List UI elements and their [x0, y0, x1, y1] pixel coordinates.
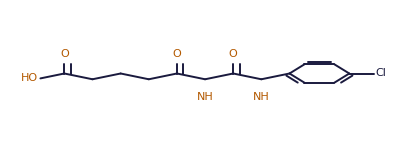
Text: Cl: Cl: [375, 69, 386, 78]
Text: O: O: [173, 49, 181, 59]
Text: NH: NH: [253, 92, 270, 102]
Text: NH: NH: [197, 92, 213, 102]
Text: O: O: [229, 49, 238, 59]
Text: HO: HO: [21, 73, 38, 83]
Text: O: O: [60, 49, 69, 59]
